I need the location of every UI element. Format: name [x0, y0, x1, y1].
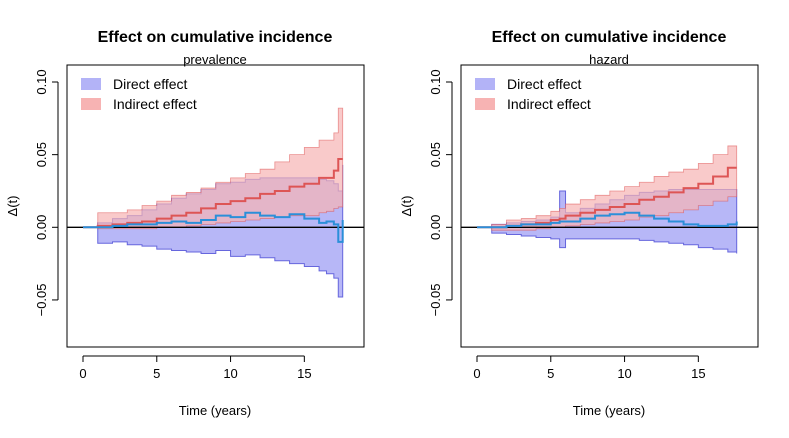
y-tick-label: 0.00 — [34, 215, 49, 240]
legend-label-indirect: Indirect effect — [113, 96, 197, 112]
indirect-effect-band — [477, 145, 738, 231]
y-tick-label: 0.10 — [34, 69, 49, 94]
legend-label-direct: Direct effect — [507, 76, 582, 92]
chart-panel-hazard: Effect on cumulative incidence hazard 0 5 10… — [399, 29, 759, 418]
y-tick-label: 0.05 — [34, 142, 49, 167]
y-tick-label: 0.00 — [428, 215, 443, 240]
x-tick-label: 10 — [223, 366, 237, 381]
x-axis-label: Time (years) — [179, 403, 251, 418]
legend-label-direct: Direct effect — [113, 76, 188, 92]
x-tick-label: 10 — [617, 366, 631, 381]
legend-label-indirect: Indirect effect — [507, 96, 591, 112]
chart-panel-prevalence: Effect on cumulative incidence prevalence… — [5, 29, 365, 418]
plot-frame — [460, 64, 759, 348]
y-tick-label: −0.05 — [428, 283, 443, 316]
y-axis-label: Δ(t) — [5, 196, 20, 217]
chart-subtitle: prevalence — [183, 52, 247, 67]
y-tick-label: 0.05 — [428, 142, 443, 167]
direct-effect-line — [83, 211, 344, 243]
chart-title: Effect on cumulative incidence — [98, 29, 333, 46]
x-axis-label: Time (years) — [573, 403, 645, 418]
legend-swatch-direct — [475, 78, 495, 90]
x-tick-label: 5 — [153, 366, 160, 381]
x-tick-label: 15 — [297, 366, 311, 381]
chart-subtitle: hazard — [589, 52, 629, 67]
y-axis-label: Δ(t) — [399, 196, 414, 217]
x-tick-label: 0 — [473, 366, 480, 381]
y-tick-label: −0.05 — [34, 283, 49, 316]
legend-swatch-indirect — [475, 98, 495, 110]
x-tick-label: 15 — [691, 366, 705, 381]
x-tick-label: 0 — [79, 366, 86, 381]
chart-title: Effect on cumulative incidence — [492, 29, 727, 46]
legend-swatch-direct — [81, 78, 101, 90]
y-tick-label: 0.10 — [428, 69, 443, 94]
legend-swatch-indirect — [81, 98, 101, 110]
indirect-effect-band — [83, 107, 344, 230]
indirect-effect-line — [83, 158, 343, 229]
direct-effect-line — [477, 211, 738, 229]
plot-frame — [66, 64, 365, 348]
x-tick-label: 5 — [547, 366, 554, 381]
